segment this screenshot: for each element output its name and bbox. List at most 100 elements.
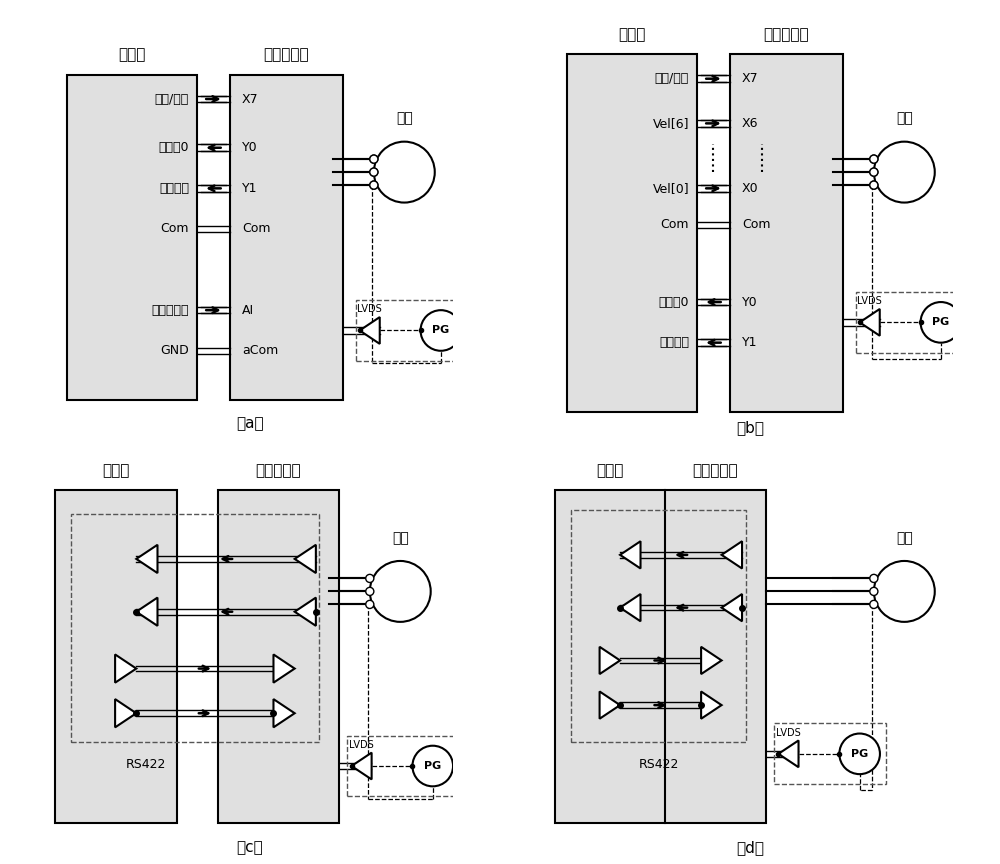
Text: 转速达到: 转速达到	[159, 181, 189, 195]
Circle shape	[870, 181, 878, 189]
Polygon shape	[701, 647, 722, 674]
Text: 高频驱动器: 高频驱动器	[264, 48, 309, 62]
Bar	[55, 490, 177, 823]
Bar	[730, 54, 843, 412]
Circle shape	[874, 561, 935, 622]
Circle shape	[874, 142, 935, 202]
Circle shape	[366, 575, 374, 582]
Circle shape	[366, 600, 374, 608]
Text: 上位机: 上位机	[102, 463, 130, 478]
Text: PG: PG	[932, 317, 949, 327]
Circle shape	[370, 155, 378, 163]
Bar	[67, 74, 197, 399]
Polygon shape	[620, 594, 641, 621]
Bar	[356, 300, 467, 361]
Text: （d）: （d）	[736, 840, 764, 854]
Text: 转速丸0: 转速丸0	[659, 295, 689, 308]
Circle shape	[870, 168, 878, 176]
Text: 模拟量输出: 模拟量输出	[152, 303, 189, 317]
Circle shape	[370, 168, 378, 176]
Circle shape	[870, 155, 878, 163]
Text: Y0: Y0	[242, 141, 258, 155]
Circle shape	[370, 155, 378, 163]
Text: AI: AI	[242, 303, 254, 317]
Bar	[71, 514, 319, 741]
Bar	[230, 74, 343, 399]
Polygon shape	[273, 654, 295, 683]
Text: Com: Com	[742, 219, 770, 232]
Text: 上位机: 上位机	[596, 463, 624, 478]
Bar	[774, 723, 886, 785]
Text: Com: Com	[242, 222, 270, 236]
Polygon shape	[722, 541, 742, 569]
Circle shape	[870, 600, 878, 608]
Text: X0: X0	[742, 181, 759, 195]
Bar	[347, 735, 459, 797]
Text: Y0: Y0	[742, 295, 758, 308]
Bar	[856, 292, 967, 353]
Circle shape	[370, 181, 378, 189]
Text: LVDS: LVDS	[776, 727, 801, 738]
Polygon shape	[600, 691, 620, 719]
Text: 高频驱动器: 高频驱动器	[256, 463, 301, 478]
Polygon shape	[620, 541, 641, 569]
Polygon shape	[295, 598, 316, 626]
Circle shape	[839, 734, 880, 774]
Bar	[571, 510, 746, 741]
Text: PG: PG	[851, 749, 868, 759]
Polygon shape	[778, 740, 799, 767]
Circle shape	[370, 181, 378, 189]
Text: Vel[0]: Vel[0]	[652, 181, 689, 195]
Polygon shape	[860, 309, 880, 336]
Text: 转速达到: 转速达到	[659, 336, 689, 349]
Circle shape	[366, 588, 374, 595]
Text: （a）: （a）	[236, 416, 264, 431]
Text: 上位机: 上位机	[619, 27, 646, 42]
Text: 电机: 电机	[396, 111, 413, 125]
Polygon shape	[295, 545, 316, 573]
Text: 启动/停止: 启动/停止	[655, 73, 689, 86]
Text: LVDS: LVDS	[857, 296, 882, 306]
Bar	[218, 490, 339, 823]
Bar	[567, 54, 697, 412]
Polygon shape	[701, 691, 722, 719]
Text: 电机: 电机	[896, 530, 913, 544]
Polygon shape	[136, 545, 157, 573]
Circle shape	[374, 142, 435, 202]
Circle shape	[870, 575, 878, 582]
Text: Y1: Y1	[242, 181, 257, 195]
Circle shape	[421, 310, 461, 351]
Text: （c）: （c）	[237, 840, 263, 854]
Circle shape	[921, 302, 961, 343]
Text: X6: X6	[742, 117, 758, 130]
Polygon shape	[136, 598, 157, 626]
Text: GND: GND	[160, 344, 189, 358]
Text: LVDS: LVDS	[357, 304, 382, 314]
Circle shape	[870, 588, 878, 595]
Circle shape	[412, 746, 453, 786]
Polygon shape	[722, 594, 742, 621]
Text: 启动/停止: 启动/停止	[155, 92, 189, 105]
Polygon shape	[115, 654, 136, 683]
Circle shape	[870, 168, 878, 176]
Polygon shape	[600, 647, 620, 674]
Text: X7: X7	[742, 73, 759, 86]
Text: 上位机: 上位机	[119, 48, 146, 62]
Circle shape	[870, 155, 878, 163]
Text: PG: PG	[432, 326, 449, 335]
Text: 电机: 电机	[896, 111, 913, 125]
Text: Com: Com	[661, 219, 689, 232]
Text: 电机: 电机	[392, 530, 409, 544]
Polygon shape	[352, 753, 372, 779]
Circle shape	[370, 561, 431, 622]
Text: aCom: aCom	[242, 344, 278, 358]
Text: PG: PG	[424, 761, 441, 771]
Text: RS422: RS422	[125, 758, 166, 771]
Text: RS422: RS422	[638, 758, 679, 771]
Bar	[555, 490, 766, 823]
Polygon shape	[115, 699, 136, 727]
Text: （b）: （b）	[736, 421, 764, 435]
Text: 转速丸0: 转速丸0	[159, 141, 189, 155]
Text: Com: Com	[161, 222, 189, 236]
Text: Vel[6]: Vel[6]	[653, 117, 689, 130]
